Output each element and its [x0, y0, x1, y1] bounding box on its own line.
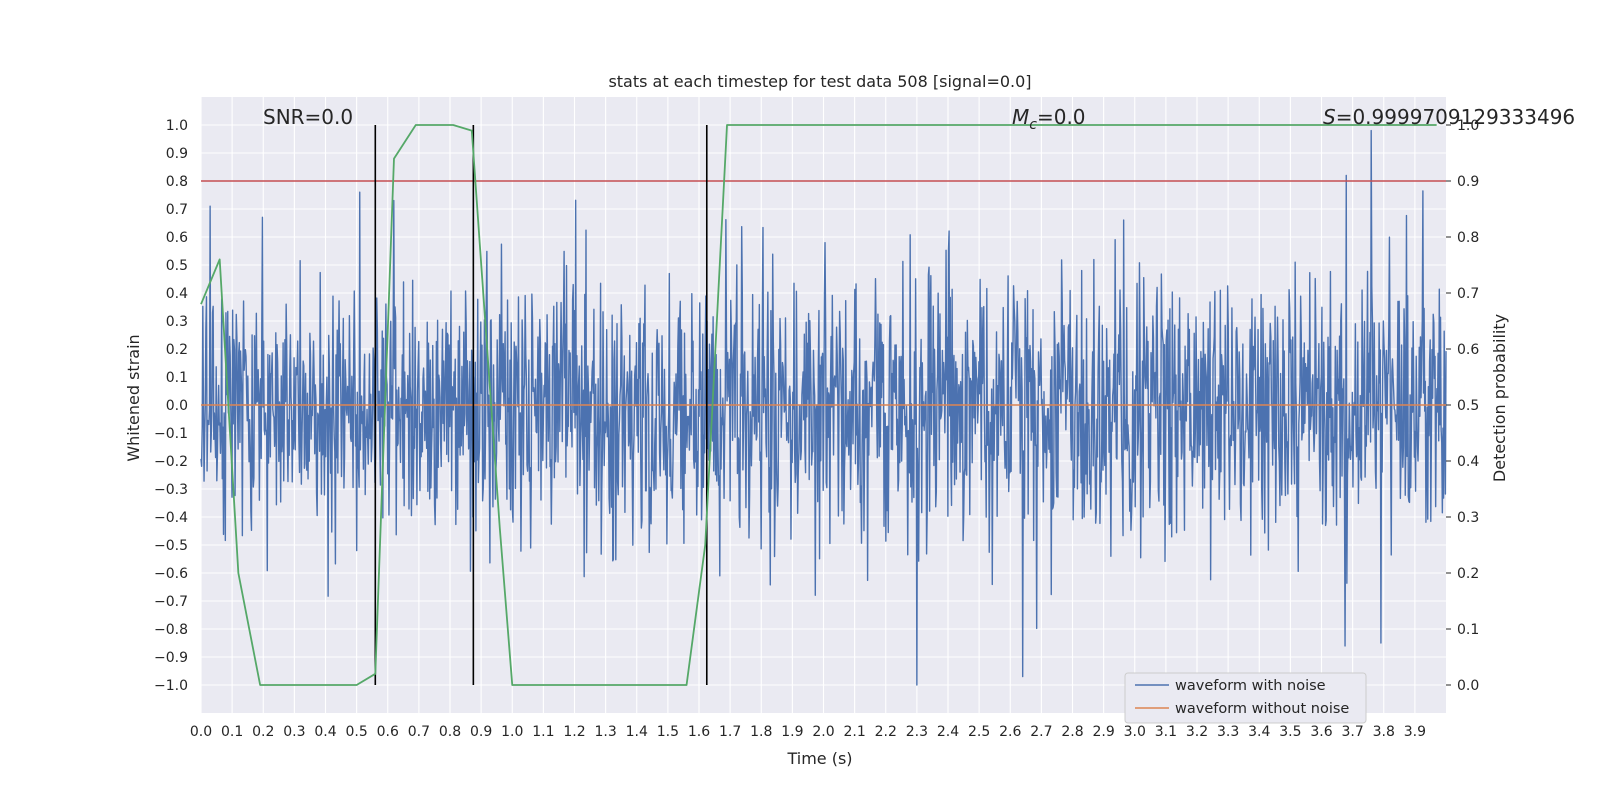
y-tick-label: 1.0 [166, 118, 188, 134]
legend-label-clean: waveform without noise [1175, 701, 1349, 717]
x-tick-label: 2.2 [875, 724, 897, 740]
x-tick-label: 2.9 [1092, 724, 1114, 740]
y-tick-label: 0.4 [166, 286, 188, 302]
y-tick-label: −0.6 [154, 566, 188, 582]
y-tick-label: 0.7 [166, 202, 188, 218]
y-tick-label: −0.9 [154, 650, 188, 666]
x-tick-label: 3.2 [1186, 724, 1208, 740]
vertical-markers [374, 125, 708, 685]
mc-symbol: M [1012, 105, 1029, 129]
x-tick-label: 0.1 [221, 724, 243, 740]
y-tick-label: −0.4 [154, 510, 188, 526]
x-tick-label: 3.0 [1124, 724, 1146, 740]
y2-axis-label: Detection probability [1490, 314, 1509, 482]
x-axis-label: Time (s) [786, 749, 852, 768]
x-tick-label: 2.5 [968, 724, 990, 740]
y2-tick-label: 0.0 [1457, 678, 1479, 694]
snr-annotation: SNR=0.0 [263, 105, 353, 129]
x-tick-label: 3.1 [1155, 724, 1177, 740]
y2-axis-ticks: 1.0 0.9 0.8 0.7 0.6 0.5 0.4 0.3 0.2 0.1 0.0 [1446, 118, 1479, 694]
legend: waveform with noise waveform without noi… [1124, 672, 1367, 724]
series-waveform-with-noise [200, 129, 1447, 686]
y2-tick-label: 0.6 [1457, 342, 1479, 358]
x-tick-label: 1.9 [781, 724, 803, 740]
s-symbol: S [1323, 105, 1336, 129]
y-axis-ticks: 1.0 0.9 0.8 0.7 0.6 0.5 0.4 0.3 0.2 0.1 0.0 −0.1 −0.… [154, 118, 188, 694]
y-tick-label: −0.1 [154, 426, 188, 442]
y2-tick-label: 0.5 [1457, 398, 1479, 414]
y2-tick-label: 0.3 [1457, 510, 1479, 526]
chirp-mass-annotation: Mc=0.0 [1012, 105, 1086, 133]
y-tick-label: 0.2 [166, 342, 188, 358]
s-value: =0.9999709129333496 [1336, 105, 1575, 129]
x-tick-label: 1.0 [501, 724, 523, 740]
y-tick-label: 0.0 [166, 398, 188, 414]
detection-probability-line [200, 124, 1437, 686]
x-tick-label: 1.6 [688, 724, 710, 740]
x-tick-label: 2.6 [999, 724, 1021, 740]
x-tick-label: 3.5 [1279, 724, 1301, 740]
x-tick-label: 3.9 [1404, 724, 1426, 740]
x-tick-label: 2.1 [843, 724, 865, 740]
y-tick-label: −0.5 [154, 538, 188, 554]
x-tick-label: 0.0 [190, 724, 212, 740]
chart-title: stats at each timestep for test data 508… [608, 72, 1031, 91]
waveform-with-noise-line [200, 129, 1447, 686]
x-tick-label: 3.4 [1248, 724, 1270, 740]
x-tick-label: 2.0 [812, 724, 834, 740]
y-axis-label: Whitened strain [124, 334, 143, 461]
x-tick-label: 1.4 [626, 724, 648, 740]
x-tick-label: 0.3 [283, 724, 305, 740]
x-tick-label: 1.1 [532, 724, 554, 740]
y2-tick-label: 0.8 [1457, 230, 1479, 246]
x-tick-label: 2.7 [1030, 724, 1052, 740]
x-tick-label: 2.3 [906, 724, 928, 740]
x-tick-label: 2.8 [1061, 724, 1083, 740]
y2-tick-label: 0.1 [1457, 622, 1479, 638]
y-tick-label: 0.5 [166, 258, 188, 274]
y-tick-label: −0.7 [154, 594, 188, 610]
y-tick-label: 0.8 [166, 174, 188, 190]
x-tick-label: 0.4 [314, 724, 336, 740]
y-tick-label: −0.8 [154, 622, 188, 638]
y-tick-label: −0.2 [154, 454, 188, 470]
y-tick-label: 0.3 [166, 314, 188, 330]
x-tick-label: 0.8 [439, 724, 461, 740]
mc-value: =0.0 [1037, 105, 1086, 129]
y-tick-label: −1.0 [154, 678, 188, 694]
y2-tick-label: 0.7 [1457, 286, 1479, 302]
x-tick-label: 0.9 [470, 724, 492, 740]
s-annotation: S=0.9999709129333496 [1323, 105, 1575, 129]
x-tick-label: 1.3 [594, 724, 616, 740]
x-axis-ticks: 0.0 0.1 0.2 0.3 0.4 0.5 0.6 0.7 0.8 0.9 1.0 1.1 1.2 1… [190, 724, 1426, 740]
x-tick-label: 3.8 [1373, 724, 1395, 740]
x-tick-label: 0.6 [377, 724, 399, 740]
x-tick-label: 1.2 [563, 724, 585, 740]
x-tick-label: 3.3 [1217, 724, 1239, 740]
y2-tick-label: 1.0 [1457, 118, 1479, 134]
x-tick-label: 1.7 [719, 724, 741, 740]
legend-box [1124, 672, 1367, 724]
y-tick-label: −0.3 [154, 482, 188, 498]
y2-tick-label: 0.4 [1457, 454, 1479, 470]
y-tick-label: 0.6 [166, 230, 188, 246]
x-tick-label: 2.4 [937, 724, 959, 740]
x-tick-label: 1.5 [657, 724, 679, 740]
y2-tick-label: 0.2 [1457, 566, 1479, 582]
x-tick-label: 3.6 [1310, 724, 1332, 740]
x-tick-label: 3.7 [1341, 724, 1363, 740]
x-tick-label: 0.5 [345, 724, 367, 740]
y-tick-label: 0.1 [166, 370, 188, 386]
legend-label-noise: waveform with noise [1175, 678, 1326, 694]
x-tick-label: 0.7 [408, 724, 430, 740]
x-tick-label: 0.2 [252, 724, 274, 740]
x-tick-label: 1.8 [750, 724, 772, 740]
series-detection-probability [200, 124, 1437, 686]
y-tick-label: 0.9 [166, 146, 188, 162]
mc-subscript: c [1029, 117, 1037, 133]
y2-tick-label: 0.9 [1457, 174, 1479, 190]
